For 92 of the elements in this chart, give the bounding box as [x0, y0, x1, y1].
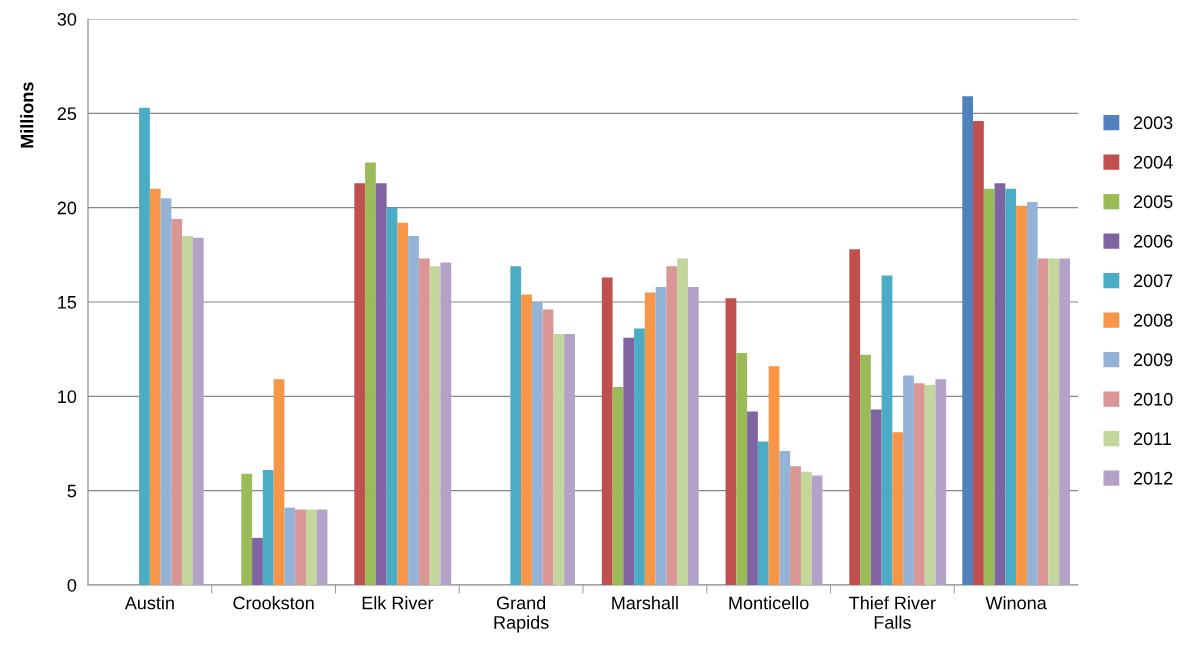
- bar: [666, 266, 678, 585]
- x-tick-label: Thief River Falls: [849, 596, 936, 629]
- bar: [542, 309, 554, 585]
- bar: [365, 162, 376, 585]
- x-tick-label: Austin: [124, 596, 174, 610]
- bar: [564, 334, 575, 585]
- x-tick-label: Crookston: [233, 596, 314, 610]
- bar: [800, 471, 812, 585]
- bar: [521, 294, 532, 585]
- bar: [1059, 258, 1070, 585]
- legend-label: 2008: [1133, 313, 1173, 327]
- bar: [241, 473, 253, 585]
- bar: [149, 188, 161, 585]
- bar: [440, 262, 452, 585]
- y-tick-label: 25: [57, 107, 77, 121]
- bar: [994, 183, 1006, 585]
- bar: [892, 432, 904, 585]
- bar: [725, 298, 737, 585]
- bar: [1016, 205, 1027, 585]
- y-tick-label: 30: [57, 12, 77, 26]
- bar: [553, 334, 565, 585]
- bar: [757, 441, 769, 585]
- bar: [418, 258, 430, 585]
- y-tick-label: 0: [67, 578, 77, 592]
- y-tick-label: 15: [58, 296, 77, 309]
- bar: [870, 409, 882, 585]
- bar: [601, 277, 613, 585]
- bar: [644, 292, 656, 585]
- x-tick-label: Marshall: [612, 596, 678, 610]
- y-axis-title: Millions: [20, 82, 34, 148]
- bar: [1048, 258, 1060, 585]
- bar: [192, 237, 204, 585]
- bar: [1037, 258, 1049, 585]
- y-tick-label: 5: [67, 484, 77, 498]
- bar: [983, 188, 995, 585]
- bar: [171, 218, 183, 585]
- bar: [811, 475, 823, 585]
- legend-label: 2011: [1133, 432, 1171, 446]
- bar: [935, 379, 947, 585]
- bar: [623, 337, 635, 585]
- bar: [849, 249, 861, 585]
- bar: [973, 120, 984, 585]
- bar: [397, 222, 409, 585]
- x-tick-label: Winona: [985, 596, 1047, 610]
- bar: [182, 235, 193, 585]
- legend-label: 2003: [1133, 116, 1173, 130]
- bar: [273, 379, 285, 585]
- bar: [284, 507, 296, 585]
- bar: [790, 466, 801, 585]
- bar: [429, 266, 441, 585]
- bar: [252, 537, 263, 585]
- bar: [510, 266, 522, 585]
- bar: [779, 451, 791, 585]
- y-tick-label: 20: [57, 201, 77, 215]
- bar: [903, 375, 914, 585]
- bar: [860, 354, 871, 585]
- legend-label: 2007: [1133, 274, 1173, 288]
- bar: [913, 383, 925, 585]
- bar: [316, 509, 328, 585]
- bar: [881, 275, 893, 585]
- bar: [160, 198, 172, 585]
- bar: [1026, 202, 1038, 585]
- bar: [386, 207, 398, 585]
- bar: [655, 286, 667, 585]
- bar: [295, 509, 306, 585]
- bar: [354, 183, 366, 585]
- y-tick-label: 10: [58, 390, 77, 404]
- bar: [1005, 188, 1017, 585]
- x-tick-label: Elk River: [362, 596, 434, 610]
- legend-label: 2009: [1133, 353, 1173, 367]
- legend-label: 2012: [1133, 471, 1173, 485]
- bar: [262, 469, 274, 585]
- bar: [962, 96, 974, 585]
- bar: [612, 386, 624, 585]
- bar: [687, 286, 699, 585]
- x-tick-label: Grand Rapids: [494, 596, 549, 633]
- bar: [634, 328, 645, 585]
- legend-label: 2004: [1133, 155, 1173, 169]
- bar: [677, 258, 688, 585]
- bar: [736, 352, 748, 585]
- legend-label: 2010: [1133, 392, 1173, 406]
- bar: [531, 302, 543, 585]
- bar: [768, 366, 780, 585]
- legend-label: 2006: [1133, 234, 1173, 248]
- bar: [375, 183, 387, 585]
- bar: [924, 385, 936, 585]
- bar: [139, 107, 150, 585]
- legend-label: 2005: [1133, 195, 1173, 209]
- bar: [747, 411, 758, 585]
- bar: [408, 235, 419, 585]
- bar: [305, 509, 317, 585]
- x-tick-label: Monticello: [729, 596, 809, 610]
